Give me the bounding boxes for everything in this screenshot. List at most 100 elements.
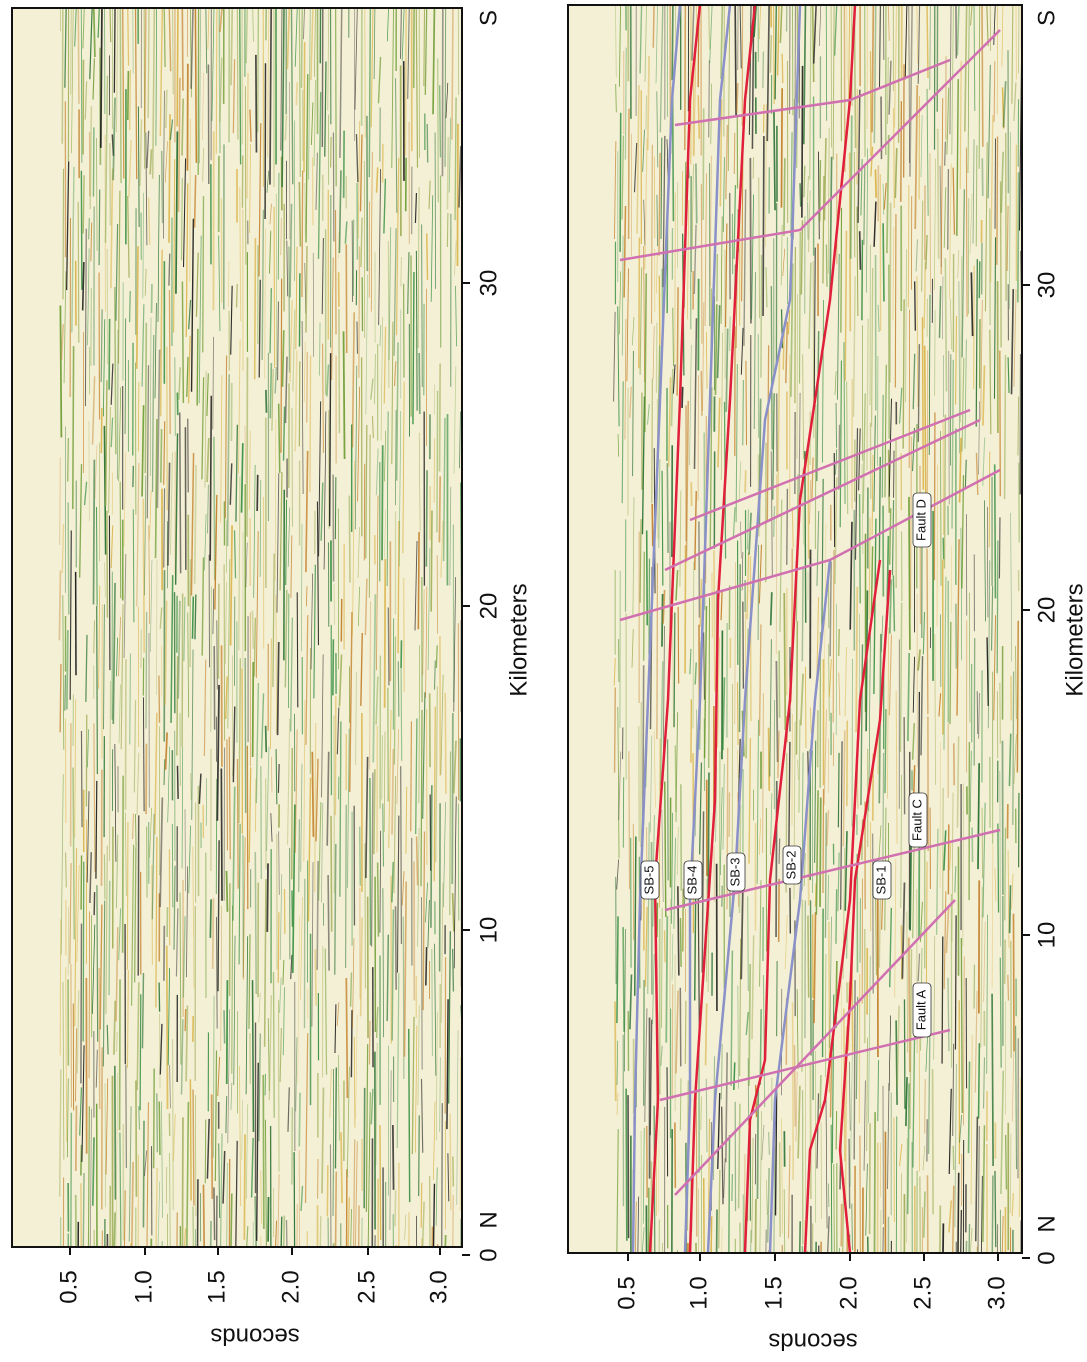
reflector: [901, 101, 902, 202]
reflector: [664, 930, 665, 962]
reflector: [169, 114, 170, 243]
reflector: [961, 938, 962, 1113]
reflector: [267, 863, 268, 932]
reflector: [143, 1121, 144, 1228]
reflector: [409, 1029, 410, 1202]
reflector: [93, 1137, 94, 1205]
reflector: [244, 1134, 245, 1239]
reflector: [140, 994, 141, 1110]
reflector: [750, 158, 751, 324]
reflector: [953, 1146, 954, 1170]
reflector: [159, 676, 160, 723]
reflector: [81, 1183, 82, 1332]
reflector: [349, 496, 350, 583]
reflector: [436, 646, 437, 668]
reflector: [114, 8, 115, 93]
reflector: [811, 900, 812, 1055]
reflector: [130, 291, 131, 322]
reflector: [937, 1252, 939, 1286]
reflector: [142, 973, 143, 1048]
reflector: [942, 936, 943, 1063]
reflector: [110, 143, 111, 225]
reflector: [278, 642, 279, 735]
horizon-label: Fault D: [913, 499, 928, 541]
reflector: [784, 158, 785, 235]
reflector: [127, 822, 128, 970]
reflector: [976, 145, 977, 246]
reflector: [169, 290, 170, 434]
reflector: [94, 8, 95, 57]
reflector: [979, 5, 980, 169]
reflector: [1005, 355, 1006, 499]
reflector: [440, 363, 441, 471]
reflector: [825, 813, 826, 938]
reflector: [146, 612, 147, 729]
reflector: [997, 137, 998, 265]
reflector: [99, 190, 100, 266]
reflector: [930, 153, 931, 293]
reflector: [685, 1001, 686, 1064]
reflector: [193, 1089, 194, 1205]
reflector: [339, 309, 340, 433]
reflector: [774, 110, 775, 210]
seconds-tick-label: 3.0: [983, 1276, 1010, 1309]
reflector: [706, 1003, 707, 1065]
reflector: [450, 1114, 451, 1211]
reflector: [297, 592, 298, 707]
reflector: [746, 361, 747, 445]
reflector: [445, 8, 446, 167]
reflector: [190, 119, 191, 282]
reflector: [68, 438, 69, 482]
reflector: [1006, 1135, 1007, 1190]
reflector: [703, 108, 704, 220]
reflector: [299, 1093, 300, 1147]
reflector: [378, 862, 379, 936]
reflector: [344, 331, 345, 459]
reflector: [997, 541, 998, 674]
reflector: [828, 1183, 829, 1207]
reflector: [696, 163, 697, 223]
reflector: [68, 502, 69, 614]
reflector: [763, 136, 764, 316]
reflector: [107, 511, 108, 618]
reflector: [735, 5, 736, 115]
reflector: [73, 346, 74, 509]
reflector: [704, 1178, 705, 1357]
reflector: [816, 1242, 817, 1297]
reflector: [93, 460, 94, 605]
reflector: [419, 1115, 420, 1196]
reflector: [830, 562, 831, 657]
reflector: [629, 751, 630, 889]
reflector: [60, 664, 61, 732]
reflector: [860, 231, 861, 270]
reflector: [266, 390, 267, 413]
reflector: [398, 521, 399, 653]
reflector: [615, 1002, 616, 1102]
reflector: [301, 8, 302, 88]
reflector: [289, 247, 290, 373]
reflector: [620, 113, 621, 252]
reflector: [94, 1230, 95, 1290]
reflector: [838, 753, 839, 828]
reflector: [214, 437, 215, 580]
reflector: [388, 241, 389, 388]
reflector: [925, 346, 926, 500]
reflector: [110, 8, 111, 42]
reflector: [197, 1179, 198, 1273]
reflector: [346, 978, 347, 1098]
reflector: [67, 630, 68, 709]
reflector: [1000, 958, 1001, 1068]
reflector: [320, 1216, 321, 1260]
reflector: [424, 8, 425, 86]
reflector: [102, 1231, 103, 1286]
reflector: [836, 1111, 837, 1149]
reflector: [787, 489, 788, 565]
reflector: [652, 145, 653, 324]
reflector: [213, 898, 214, 969]
reflector: [217, 620, 218, 689]
reflector: [761, 255, 762, 378]
reflector: [734, 1062, 735, 1090]
reflector: [995, 464, 996, 598]
reflector: [169, 254, 170, 286]
reflector: [450, 752, 451, 915]
